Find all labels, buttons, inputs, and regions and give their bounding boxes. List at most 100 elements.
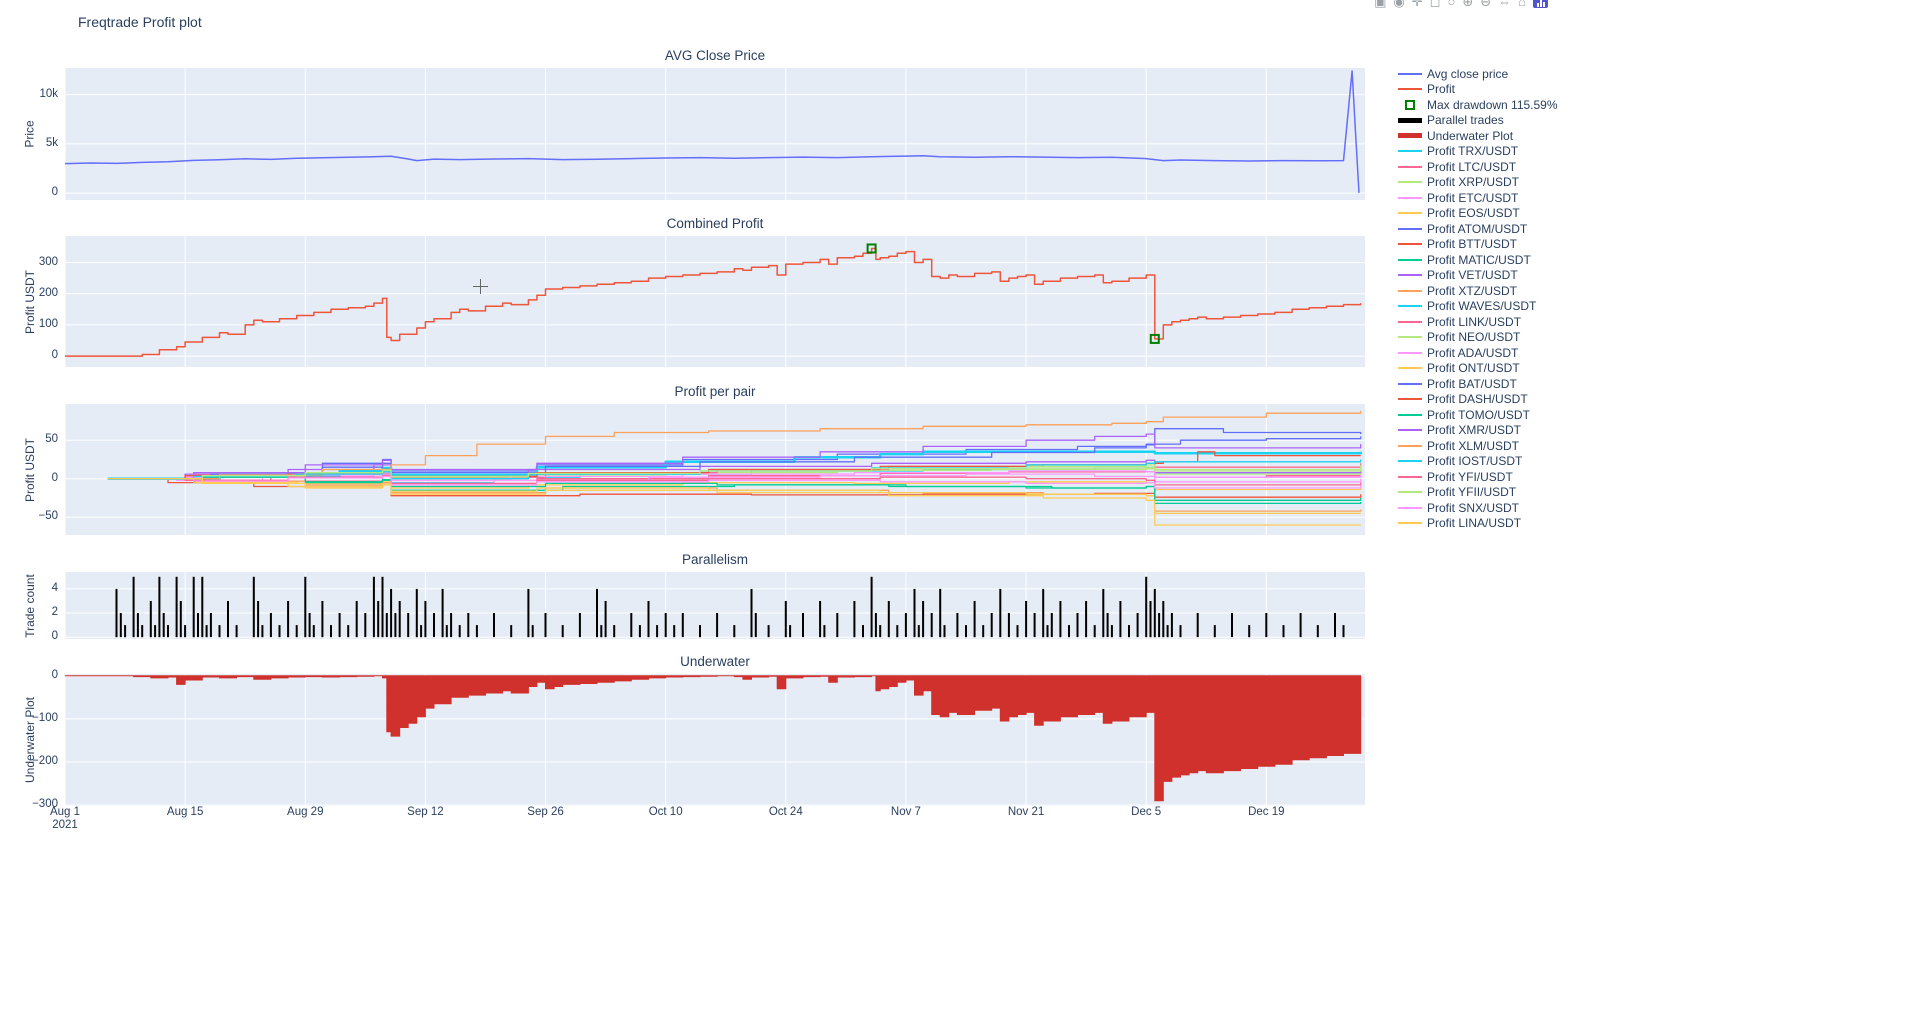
legend-item[interactable]: Profit MATIC/USDT [1398, 252, 1568, 268]
legend-line-swatch-icon [1398, 522, 1422, 525]
legend-item[interactable]: Profit IOST/USDT [1398, 454, 1568, 470]
legend-item[interactable]: Profit TRX/USDT [1398, 144, 1568, 160]
legend-item[interactable]: Profit YFII/USDT [1398, 485, 1568, 501]
legend-item[interactable]: Profit [1398, 82, 1568, 98]
legend-item[interactable]: Profit ATOM/USDT [1398, 221, 1568, 237]
zoom-in-icon[interactable]: ⊕ [1462, 0, 1474, 9]
legend-square-marker-icon [1398, 99, 1422, 110]
legend-item[interactable]: Avg close price [1398, 66, 1568, 82]
legend-label: Profit WAVES/USDT [1427, 299, 1537, 314]
reset-axes-icon[interactable]: ⌂ [1518, 0, 1526, 9]
x-tick-label: Nov 21 [1007, 806, 1045, 818]
zoom-icon[interactable]: ◉ [1393, 0, 1405, 9]
legend-label: Profit XRP/USDT [1427, 175, 1520, 190]
legend-item[interactable]: Profit ONT/USDT [1398, 361, 1568, 377]
legend-item[interactable]: Underwater Plot [1398, 128, 1568, 144]
autoscale-icon[interactable]: ⇔ [1498, 0, 1512, 9]
y-tick-label: 0 [51, 668, 58, 681]
legend-label: Profit BTT/USDT [1427, 237, 1518, 252]
legend-label: Profit YFII/USDT [1427, 485, 1517, 500]
legend-line-swatch-icon [1398, 351, 1422, 354]
legend-line-swatch-icon [1398, 460, 1422, 463]
legend-item[interactable]: Profit WAVES/USDT [1398, 299, 1568, 315]
legend-line-swatch-icon [1398, 491, 1422, 494]
y-tick-label: 100 [38, 317, 58, 330]
chart-profit-per-pair[interactable]: Profit per pair Profit USDT −50 0 50 [23, 384, 1365, 535]
camera-icon[interactable]: ▣ [1374, 0, 1387, 9]
y-tick-label: 50 [45, 433, 58, 446]
legend-line-swatch-icon [1398, 181, 1422, 184]
legend-item[interactable]: Profit XTZ/USDT [1398, 283, 1568, 299]
legend-item[interactable]: Profit XLM/USDT [1398, 438, 1568, 454]
chart-title: Parallelism [681, 552, 749, 567]
legend-item[interactable]: Parallel trades [1398, 113, 1568, 129]
legend-item[interactable]: Profit ETC/USDT [1398, 190, 1568, 206]
legend-label: Parallel trades [1427, 113, 1504, 128]
legend-label: Profit MATIC/USDT [1427, 252, 1531, 267]
plot-area[interactable] [65, 404, 1365, 535]
legend-item[interactable]: Profit VET/USDT [1398, 268, 1568, 284]
legend-line-swatch-icon [1398, 413, 1422, 416]
chart-avg-close-price[interactable]: AVG Close Price Price 0 5k 10k [23, 48, 1365, 200]
zoom-out-icon[interactable]: ⊖ [1480, 0, 1492, 9]
y-tick-label: 0 [51, 186, 58, 199]
legend-item[interactable]: Profit BAT/USDT [1398, 376, 1568, 392]
legend-item[interactable]: Profit YFI/USDT [1398, 469, 1568, 485]
legend-item[interactable]: Profit XRP/USDT [1398, 175, 1568, 191]
legend-line-swatch-icon [1398, 274, 1422, 277]
legend-line-swatch-icon [1398, 258, 1422, 261]
y-tick-label: 5k [45, 136, 58, 149]
chart-title: Profit per pair [674, 384, 756, 399]
x-tick-label: Dec 19 [1248, 806, 1285, 818]
legend-line-swatch-icon [1398, 475, 1422, 478]
box-select-icon[interactable]: ◻ [1429, 0, 1441, 9]
legend-line-swatch-icon [1398, 444, 1422, 447]
plot-area[interactable] [65, 236, 1365, 367]
legend-label: Profit TRX/USDT [1427, 144, 1519, 159]
legend-item[interactable]: Profit BTT/USDT [1398, 237, 1568, 253]
legend-label: Profit XTZ/USDT [1427, 283, 1518, 298]
legend-label: Profit ADA/USDT [1427, 345, 1519, 360]
legend-label: Profit TOMO/USDT [1427, 407, 1530, 422]
legend-line-swatch-icon [1398, 320, 1422, 323]
legend-item[interactable]: Profit NEO/USDT [1398, 330, 1568, 346]
legend-line-swatch-icon [1398, 289, 1422, 292]
legend-item[interactable]: Profit XMR/USDT [1398, 423, 1568, 439]
chart-parallelism[interactable]: Parallelism Trade count 0 2 4 [23, 552, 1365, 642]
legend-item[interactable]: Profit LINK/USDT [1398, 314, 1568, 330]
plot-area[interactable] [65, 674, 1365, 806]
chart-underwater[interactable]: Underwater Underwater Plot 0 −100 −200 −300 [23, 654, 1365, 810]
x-tick-label: Oct 10 [648, 806, 683, 818]
plot-area[interactable] [65, 68, 1365, 200]
legend-label: Profit LINK/USDT [1427, 314, 1522, 329]
legend-item[interactable]: Profit EOS/USDT [1398, 206, 1568, 222]
chart-title: Combined Profit [666, 216, 764, 231]
legend-item[interactable]: Profit ADA/USDT [1398, 345, 1568, 361]
plot-area[interactable] [65, 572, 1365, 639]
legend-item[interactable]: Max drawdown 115.59% [1398, 97, 1568, 113]
x-tick-label: Aug 15 [166, 806, 204, 818]
legend-line-swatch-icon [1398, 382, 1422, 385]
chart-combined-profit[interactable]: Combined Profit Profit USDT 0 100 200 300 [23, 216, 1365, 367]
y-tick-label: 300 [38, 255, 58, 268]
page-title: Freqtrade Profit plot [78, 14, 202, 30]
legend-item[interactable]: Profit TOMO/USDT [1398, 407, 1568, 423]
y-tick-label: 4 [51, 581, 58, 594]
legend-line-swatch-icon [1398, 150, 1422, 153]
legend-label: Profit DASH/USDT [1427, 392, 1528, 407]
legend-item[interactable]: Profit SNX/USDT [1398, 500, 1568, 516]
lasso-select-icon[interactable]: ○ [1447, 0, 1456, 9]
legend-item[interactable]: Profit DASH/USDT [1398, 392, 1568, 408]
legend-item[interactable]: Profit LINA/USDT [1398, 516, 1568, 532]
legend-line-swatch-icon [1398, 196, 1422, 199]
pan-icon[interactable]: ✛ [1411, 0, 1423, 9]
y-axis-label: Price [23, 120, 37, 148]
y-axis-label: Underwater Plot [23, 696, 38, 784]
y-tick-label: 200 [38, 286, 58, 299]
plotly-logo-icon[interactable] [1533, 0, 1548, 8]
legend-item[interactable]: Profit LTC/USDT [1398, 159, 1568, 175]
legend-line-swatch-icon [1398, 305, 1422, 308]
legend-label: Profit NEO/USDT [1427, 330, 1521, 345]
x-tick-label: Dec 5 [1131, 806, 1162, 818]
